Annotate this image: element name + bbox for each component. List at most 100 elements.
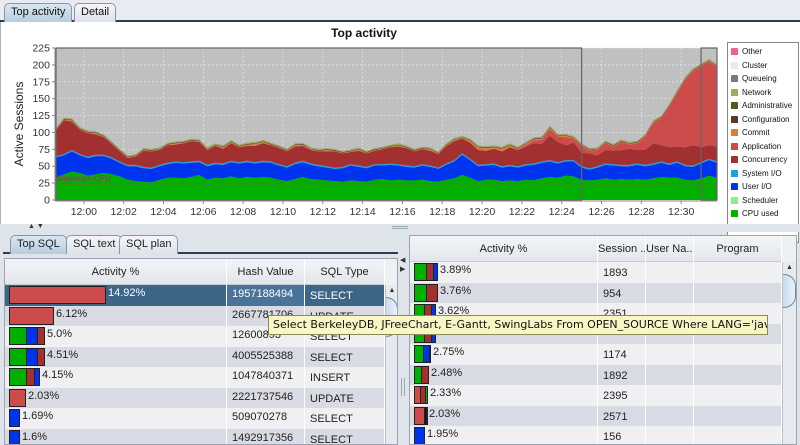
x-tick-label: 12:10 [270,206,296,218]
activity-percent: 2.03% [28,389,60,402]
legend-label: Commit [742,128,770,138]
activity-cell: 14.92% [5,285,227,306]
chart-title: Top activity [331,26,397,40]
legend-swatch-icon [731,61,738,69]
x-tick-label: 12:08 [230,206,256,218]
activity-percent: 3.89% [440,264,472,276]
legend-label: System I/O [742,168,782,178]
activity-cell: 2.33% [410,385,598,406]
column-header-session[interactable]: Session ... [598,236,646,262]
hash-value-cell: 1492917356 [227,428,305,444]
scroll-up-arrow-icon[interactable]: ▲ [388,287,396,294]
tab-sql-text[interactable]: SQL text [66,235,123,254]
legend-swatch-icon [731,88,738,96]
sql-tab-strip: Top SQL SQL text SQL plan [3,234,398,254]
time-selection-box[interactable] [700,47,718,201]
user-name-cell [646,364,694,385]
top-sql-pane: Top SQL SQL text SQL plan Activity % Has… [0,232,398,445]
activity-cell: 3.76% [410,282,598,303]
column-header-program[interactable]: Program [694,236,782,262]
legend-swatch-icon [731,102,738,110]
table-row[interactable]: 1.95% 156 [410,426,782,444]
program-cell [694,405,782,426]
series-area-cpu-used [56,171,717,200]
activity-bar-segment [414,406,424,425]
program-cell [694,262,782,283]
hash-value-cell: 509070278 [227,408,305,429]
sql-table-scrollbar[interactable]: ▲ [385,285,397,444]
legend-item: Scheduler [731,194,798,208]
table-row[interactable]: 2.03% 2221737546 UPDATE [5,387,385,408]
vertical-splitter[interactable] [398,232,408,445]
legend-swatch-icon [731,169,738,177]
activity-bar-segment [414,365,421,384]
activity-bar-segment [420,386,425,404]
x-tick-label: 12:22 [509,206,535,218]
top-activity-chart-panel: Maximum CPU 0 25 50 75 100 125 150 175 200 225 12:0… [0,22,800,243]
scroll-thumb[interactable] [783,274,796,308]
activity-bar [9,388,26,407]
table-row[interactable]: 4.51% 4005525388 SELECT [5,346,385,367]
x-tick-label: 12:04 [150,206,176,218]
activity-bar-segment [9,409,20,427]
y-axis-label: Active Sessions [12,82,26,167]
activity-percent: 3.62% [438,305,470,317]
activity-bar [414,345,431,363]
activity-bar [9,347,45,366]
stacked-area-chart[interactable]: Maximum CPU 0 25 50 75 100 125 150 175 200 225 12:0… [1,22,727,224]
table-row[interactable]: 2.33% 2395 [410,385,782,406]
activity-cell: 2.03% [5,387,227,408]
y-tick-label: 200 [32,59,50,71]
y-tick-label: 75 [38,144,50,156]
tab-top-sql[interactable]: Top SQL [10,235,67,254]
table-row[interactable]: 1.6% 1492917356 SELECT [5,428,385,444]
scroll-up-arrow-icon[interactable]: ▲ [786,264,793,271]
legend-swatch-icon [731,210,738,218]
table-row[interactable]: 2.75% 1174 [410,344,782,365]
tab-detail[interactable]: Detail [74,3,117,22]
activity-percent: 6.12% [56,307,88,320]
activity-bar-segment [426,283,438,302]
table-row[interactable]: 1.69% 509070278 SELECT [5,408,385,429]
column-header-sql-type[interactable]: SQL Type [305,259,385,285]
table-row[interactable]: 3.76% 954 [410,282,782,303]
activity-bar [9,409,20,427]
table-row[interactable]: 14.92% 1957188494 SELECT [5,285,385,306]
splitter-grip-icon[interactable] [392,226,408,229]
collapse-expand-arrows-icon[interactable]: ▲▼ [28,223,46,230]
legend-item: Network [731,86,798,100]
legend-swatch-icon [731,142,738,150]
activity-bar-segment [9,306,54,325]
legend-label: Cluster [742,60,768,70]
user-name-cell [646,385,694,406]
activity-cell: 1.6% [5,428,227,444]
activity-percent: 2.03% [429,407,461,420]
table-row[interactable]: 3.89% 1893 [410,262,782,283]
column-header-hash-value[interactable]: Hash Value [227,259,305,285]
user-name-cell [646,426,694,444]
session-id-cell: 1174 [598,344,646,365]
legend-item: Configuration [731,113,798,127]
activity-bar-segment [26,327,37,345]
legend-item: Administrative [731,99,798,113]
user-name-cell [646,405,694,426]
table-row[interactable]: 2.48% 1892 [410,364,782,385]
y-tick-label: 0 [44,195,50,207]
legend-item: Application [731,140,798,154]
sessions-table-scrollbar[interactable]: ▲ [782,262,796,444]
vertical-splitter-grip-icon[interactable] [401,378,405,396]
table-row[interactable]: 4.15% 1047840371 INSERT [5,367,385,388]
column-header-activity[interactable]: Activity % [410,236,598,262]
activity-bar-segment [414,427,425,444]
y-tick-label: 100 [32,127,50,139]
collapse-expand-left-right-icon[interactable]: ◀ ▶ [400,257,406,273]
activity-cell: 2.48% [410,364,598,385]
activity-cell: 4.51% [5,346,227,367]
column-header-user-name[interactable]: User Na... [646,236,694,262]
table-row[interactable]: 2.03% 2571 [410,405,782,426]
tab-top-activity[interactable]: Top activity [4,3,73,22]
activity-bar [414,406,428,425]
column-header-activity[interactable]: Activity % [5,259,227,285]
sql-type-cell: UPDATE [305,387,385,408]
tab-sql-plan[interactable]: SQL plan [119,235,179,254]
